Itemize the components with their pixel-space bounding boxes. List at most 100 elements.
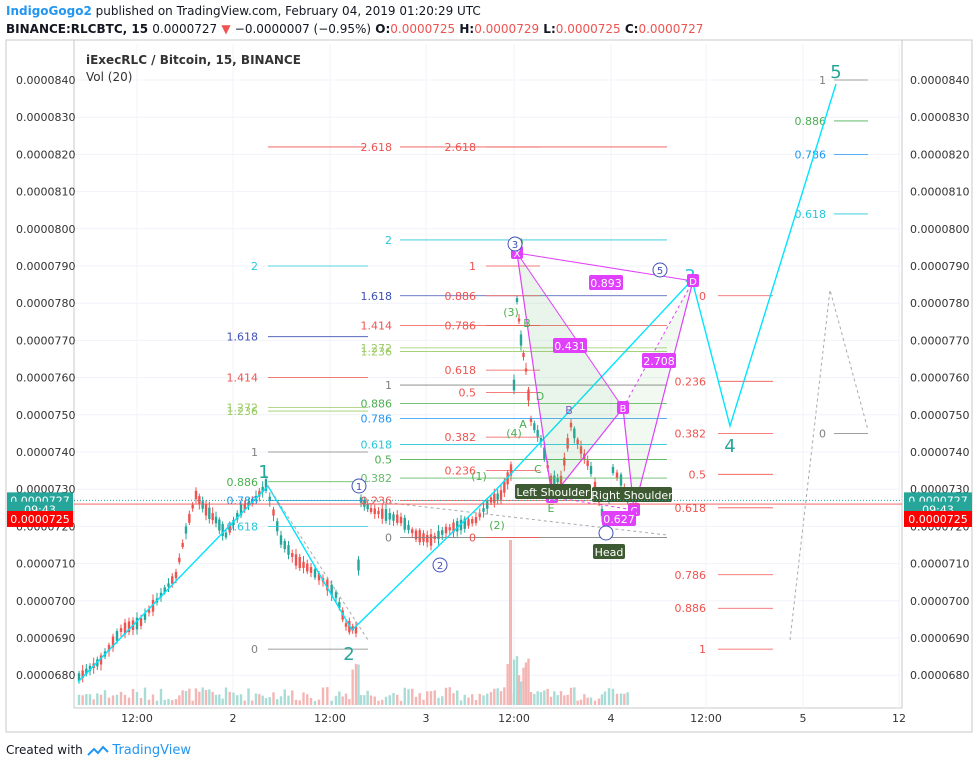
volume-bar [512,659,516,705]
chart-title: iExecRLC / Bitcoin, 15, BINANCE [86,53,301,67]
candle-body [619,474,623,486]
volume-bar [171,700,174,705]
projection-line [267,485,369,641]
volume-bar [194,688,198,705]
price-chart[interactable]: 0.0000840 0.0000840 0.0000830 0.0000830 0.00… [0,0,978,742]
candle-body [81,670,84,678]
author-name[interactable]: IndigoGogo2 [6,4,92,18]
ratio-label: 0.627 [603,513,635,526]
y-tick-left: 0.0000770 [16,334,76,347]
candle-body [363,499,366,507]
fib-level-label: 0.886 [675,602,707,615]
volume-bar [519,681,523,705]
candle-body [224,532,228,538]
circle-wave-marker [507,236,523,252]
volume-bar [228,691,231,705]
volume-bar [524,662,528,705]
y-tick-right: 0.0000840 [910,74,970,87]
fib-level-label: 1.272 [361,342,393,355]
volume-bar [243,700,246,705]
volume-bar [198,691,201,705]
candle-body [381,508,384,519]
wave-label: 4 [724,436,735,457]
fib-level-label: 1.414 [227,372,259,385]
hs-label: Head [595,546,624,559]
fib-level-label: 0.886 [227,476,259,489]
candle-body [611,466,615,474]
hs-label: Left Shoulder [516,486,590,499]
fib-level-label: 0.382 [445,431,477,444]
fib-level-label: 0.786 [361,413,393,426]
volume-bar [611,688,615,705]
price-badge [7,510,73,527]
fib-level-label: 0.618 [361,439,393,452]
y-tick-left: 0.0000840 [16,74,76,87]
volume-bar [178,695,181,705]
candle-body [474,516,478,524]
candle-body [499,490,503,500]
tradingview-brand[interactable]: TradingView [112,743,191,758]
candle-body [268,496,271,501]
elliott-wave-line [77,83,837,683]
volume-bar [583,694,586,705]
volume-bar [201,687,204,705]
candle-body [407,524,410,531]
minor-wave-label: B [565,404,573,417]
volume-bar [489,692,493,705]
volume-bar [363,695,366,705]
volume-bar [111,695,115,705]
y-tick-left: 0.0000830 [16,111,76,124]
fib-level-label: 0.786 [795,148,827,161]
volume-bar [163,699,166,705]
hs-badge [592,487,672,502]
close-label: C: [624,22,639,36]
y-tick-right: 0.0000820 [910,148,970,161]
volume-bar [147,699,151,705]
volume-bar [218,694,221,705]
created-with: Created with [6,743,83,757]
fib-level-label: 0 [385,532,392,545]
volume-bar [221,698,224,705]
candle-body [338,602,341,608]
y-tick-left: 0.0000780 [16,297,76,310]
volume-bar [239,694,243,705]
y-tick-left: 0.0000680 [16,669,76,682]
volume-bar [313,700,317,705]
candle-body [452,522,455,533]
circle-wave-label: 2 [437,561,443,572]
fib-level-label: 1.618 [227,331,259,344]
volume-bar [99,694,103,705]
candle-body [99,655,103,665]
volume-bar [155,700,159,705]
hs-badge [593,544,625,559]
candle-body [214,516,218,524]
volume-bar [626,692,629,705]
candle-body [123,622,127,635]
volume-bar [366,690,369,705]
volume-bar [441,696,444,705]
volume-bar [224,687,228,705]
volume-bar [181,690,184,705]
circle-wave-marker [598,525,614,541]
minor-wave-label: D [536,390,544,403]
volume-bar [433,690,436,705]
volume-bar [211,691,214,705]
price-badge-label: 0.0000725 [10,513,70,526]
volume-bar [467,697,470,705]
volume-bar [184,690,188,705]
volume-bar [264,698,268,705]
volume-bar [119,691,123,705]
volume-bar [127,697,131,705]
candle-body [115,631,119,641]
candle-body [467,519,470,526]
minor-wave-label: B [523,317,531,330]
candle-body [377,510,380,515]
y-tick-right: 0.0000710 [910,558,970,571]
volume-bar [619,693,623,705]
volume-bar [326,687,329,705]
volume-bar [452,693,455,705]
xabcd-diagonal [622,280,694,409]
fib-level-label: 0.382 [361,472,393,485]
candle-body [366,504,369,510]
candle-body [456,521,459,532]
